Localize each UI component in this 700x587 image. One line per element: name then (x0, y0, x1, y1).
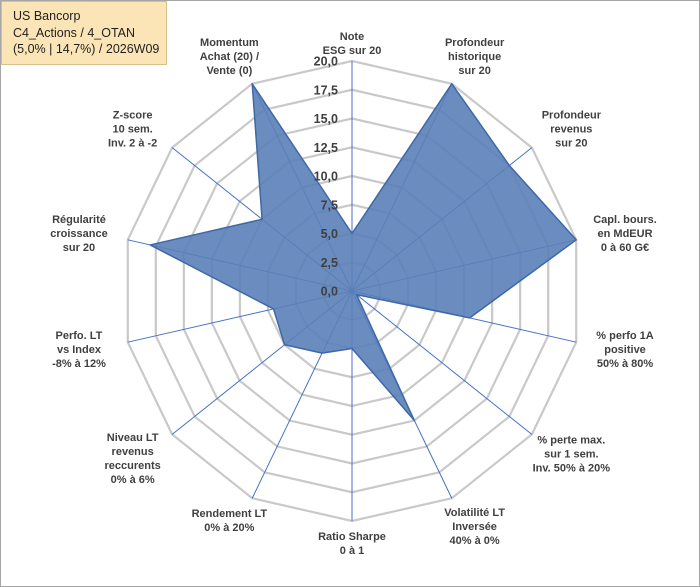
axis-label-line: 0 à 1 (340, 545, 364, 557)
tick-label: 5,0 (321, 227, 338, 241)
axis-label-line: Capl. bours. (593, 214, 657, 226)
tick-label: 15,0 (314, 112, 338, 126)
axis-label-line: Z-score (113, 109, 153, 121)
axis-label-line: Ratio Sharpe (318, 531, 386, 543)
data-series-area (149, 83, 577, 422)
axis-label-line: Inv. 2 à -2 (108, 137, 157, 149)
axis-label-line: 0 à 60 G€ (601, 242, 649, 254)
axis-label-8: Rendement LT 0% à 20% (192, 508, 268, 534)
axis-label-3: Capl. bours. en MdEUR 0 à 60 G€ (593, 214, 657, 254)
axis-label-line: 0% à 20% (204, 522, 254, 534)
axis-label-line: Inv. 50% à 20% (533, 463, 611, 475)
tick-label: 0,0 (321, 285, 338, 299)
axis-label-line: Rendement LT (192, 508, 268, 520)
tick-label: 20,0 (314, 55, 338, 69)
tick-label: 2,5 (321, 256, 338, 270)
axis-label-line: Profondeur (445, 37, 505, 49)
axis-label-7: Ratio Sharpe 0 à 1 (318, 531, 386, 557)
tick-label: 17,5 (314, 83, 338, 97)
axis-label-11: Régularité croissance sur 20 (50, 214, 107, 254)
radar-axis-labels: Note ESG sur 20 Profondeur historique sur 20… (50, 31, 657, 557)
axis-label-line: revenus (550, 123, 592, 135)
axis-label-line: revenus (112, 446, 154, 458)
axis-label-line: sur 1 sem. (544, 449, 598, 461)
axis-label-line: historique (448, 51, 501, 63)
radar-tick-labels: 0,0 2,5 5,0 7,5 10,0 12,5 15,0 17,5 20,0 (314, 55, 338, 299)
stock-period: (5,0% | 14,7%) / 2026W09 (13, 42, 160, 56)
axis-label-line: Note (340, 31, 364, 43)
axis-label-line: % perte max. (537, 435, 605, 447)
axis-label-line: Profondeur (542, 109, 602, 121)
axis-label-12: Z-score 10 sem. Inv. 2 à -2 (108, 109, 157, 149)
tick-label: 7,5 (321, 198, 338, 212)
axis-label-line: Vente (0) (206, 65, 252, 77)
radar-series (149, 83, 577, 422)
axis-label-line: -8% à 12% (52, 358, 106, 370)
axis-label-line: sur 20 (458, 65, 490, 77)
axis-label-line: % perfo 1A (596, 330, 654, 342)
axis-label-line: 50% à 80% (597, 358, 653, 370)
axis-spoke-5 (351, 290, 533, 435)
axis-label-5: % perte max. sur 1 sem. Inv. 50% à 20% (533, 435, 611, 475)
axis-label-1: Profondeur historique sur 20 (445, 37, 505, 77)
axis-label-line: Momentum (200, 37, 259, 49)
axis-label-9: Niveau LT revenus reccurents 0% à 6% (105, 432, 161, 486)
axis-label-line: Perfo. LT (56, 330, 103, 342)
axis-label-line: 10 sem. (112, 123, 152, 135)
axis-label-4: % perfo 1A positive 50% à 80% (596, 330, 654, 370)
axis-label-line: sur 20 (555, 137, 587, 149)
axis-label-line: Achat (20) / (200, 51, 259, 63)
stock-category: C4_Actions / 4_OTAN (13, 25, 136, 40)
axis-label-line: Volatilité LT (444, 507, 505, 519)
axis-label-13: Momentum Achat (20) / Vente (0) (200, 37, 259, 77)
axis-label-2: Profondeur revenus sur 20 (542, 109, 602, 149)
axis-label-0: Note ESG sur 20 (323, 31, 382, 57)
axis-label-line: croissance (50, 228, 107, 240)
tick-label: 10,0 (314, 170, 338, 184)
axis-label-line: ESG sur 20 (323, 45, 382, 57)
axis-label-line: Régularité (52, 214, 106, 226)
axis-label-line: positive (604, 344, 646, 356)
tick-label: 12,5 (314, 141, 338, 155)
axis-label-line: sur 20 (63, 242, 95, 254)
axis-label-line: en MdEUR (598, 228, 653, 240)
axis-label-line: 40% à 0% (450, 535, 500, 547)
stock-info-box: US Bancorp C4_Actions / 4_OTAN (5,0% | 1… (1, 1, 167, 65)
stock-name: US Bancorp (13, 9, 81, 23)
axis-label-line: Niveau LT (107, 432, 159, 444)
axis-label-line: Inversée (452, 521, 497, 533)
axis-label-6: Volatilité LT Inversée 40% à 0% (444, 507, 505, 547)
axis-label-10: Perfo. LT vs Index -8% à 12% (52, 330, 106, 370)
axis-label-line: vs Index (57, 344, 102, 356)
axis-label-line: 0% à 6% (111, 474, 155, 486)
axis-label-line: reccurents (105, 460, 161, 472)
